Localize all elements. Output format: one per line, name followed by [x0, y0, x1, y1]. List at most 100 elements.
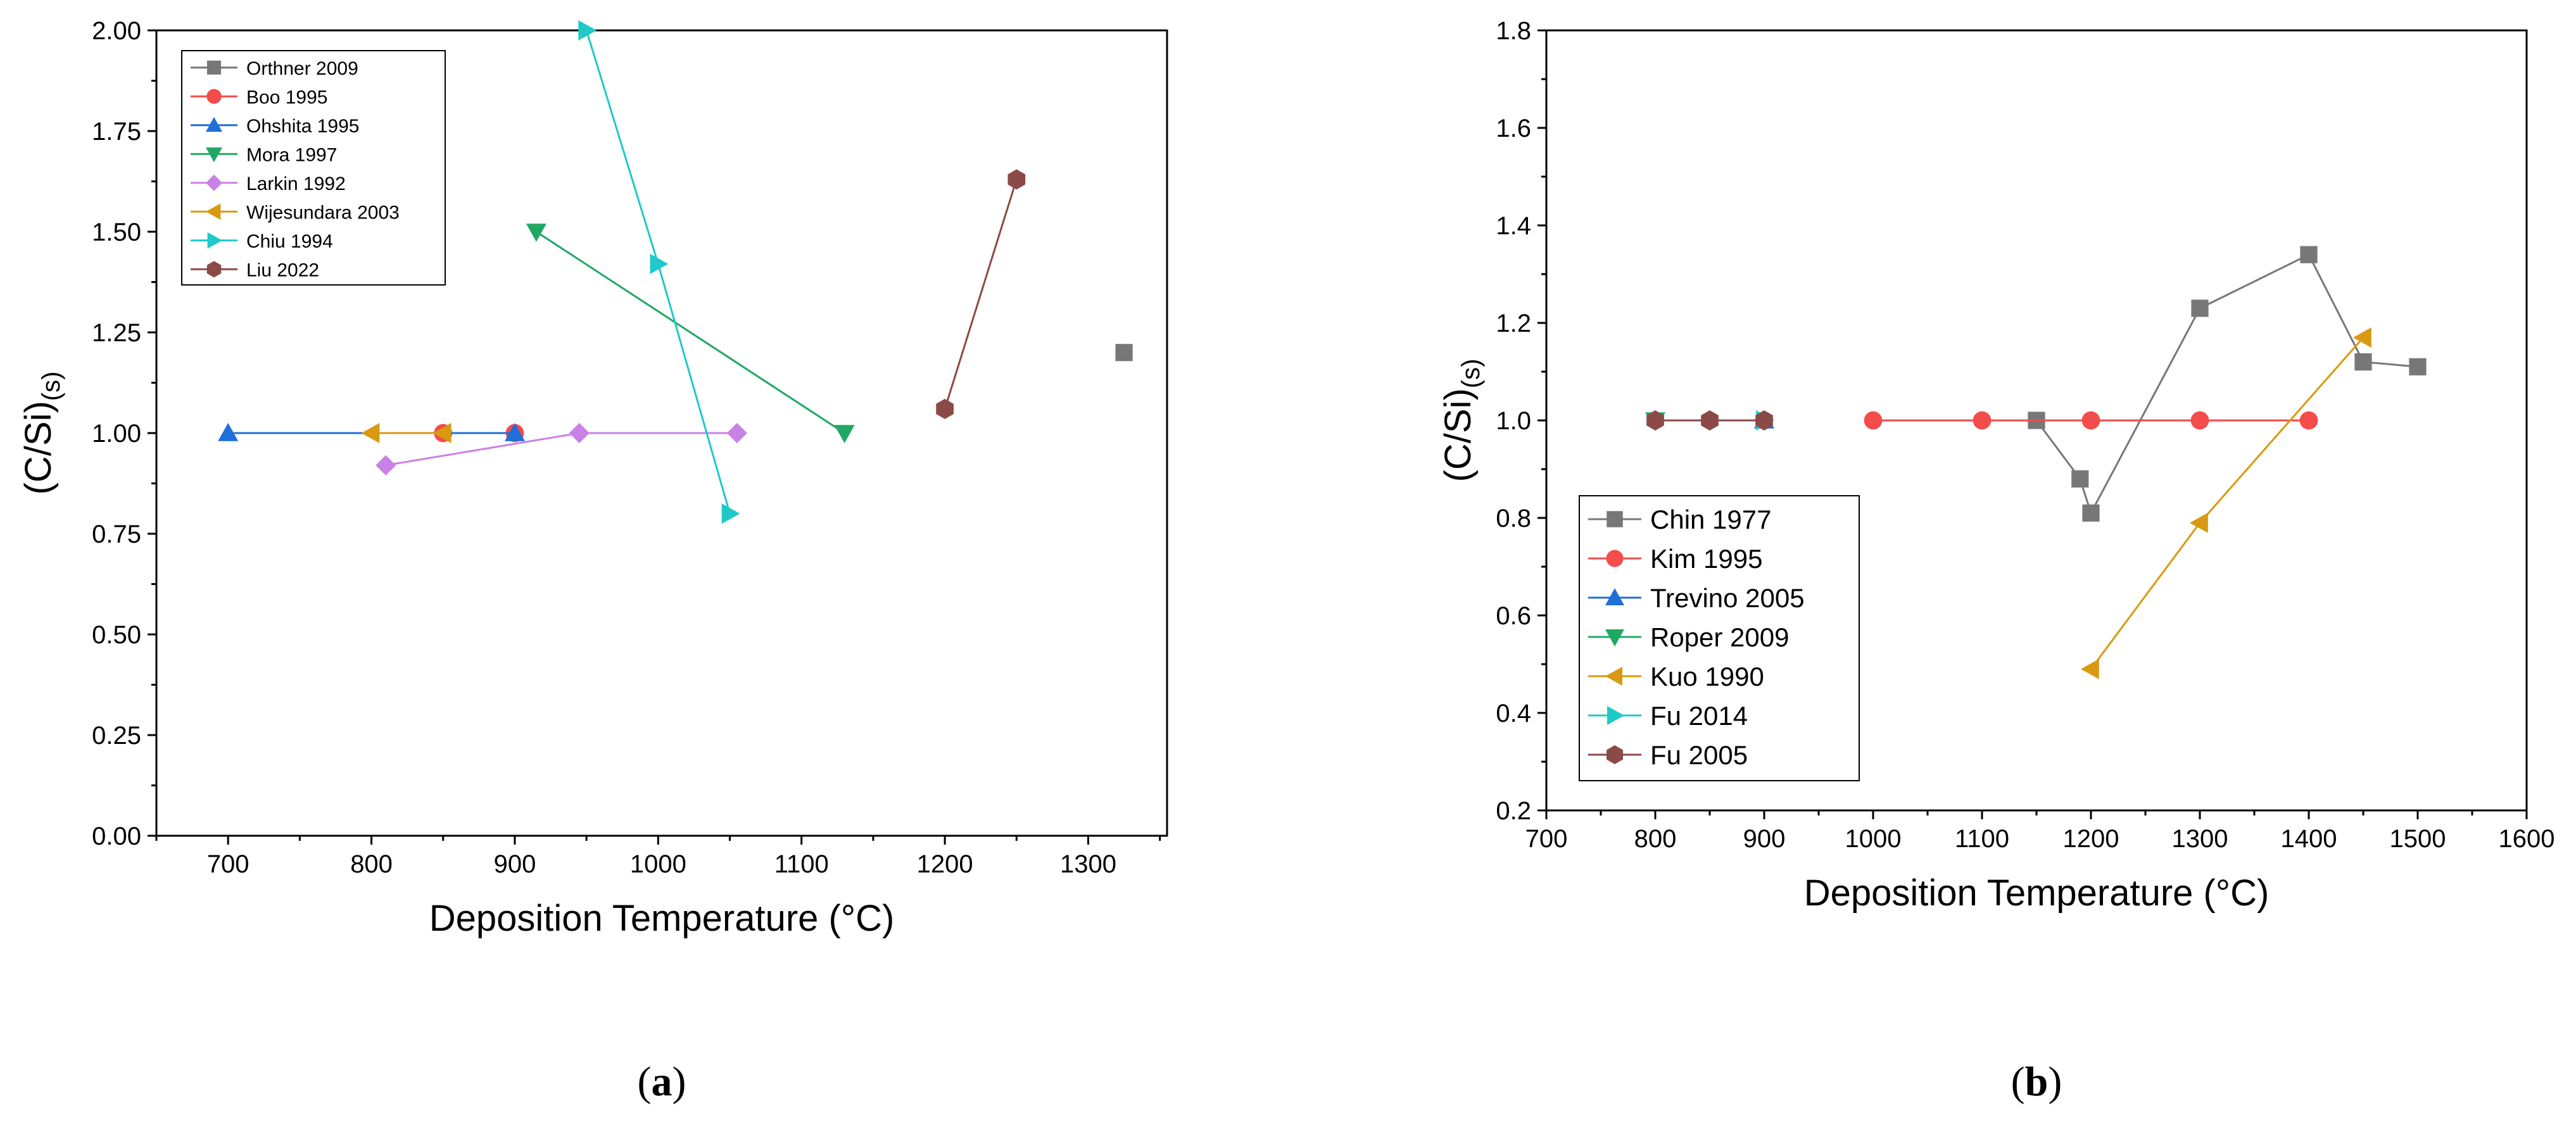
- y-tick-label: 1.0: [1496, 407, 1531, 435]
- x-tick-label: 1300: [1060, 850, 1116, 878]
- legend-label: Fu 2005: [1650, 740, 1748, 770]
- legend-marker: [1607, 706, 1624, 725]
- panel-label-part: b: [2025, 1059, 2049, 1105]
- legend-item: Larkin 1992: [191, 173, 346, 194]
- data-point: [2299, 411, 2318, 430]
- legend-item: Fu 2014: [1588, 701, 1748, 731]
- y-tick-label: 1.8: [1496, 17, 1531, 45]
- data-point: [1755, 410, 1773, 431]
- x-axis-title: Deposition Temperature (°C): [429, 898, 895, 939]
- legend-marker: [206, 116, 222, 132]
- panel-label-part: ): [2048, 1059, 2062, 1105]
- panel-b-chart: 700 800 900 1000 1100 1200 1300 1400 1500 1600 0.2…: [1437, 17, 2554, 1105]
- legend-label: Ohshita 1995: [246, 116, 359, 137]
- series-liu-2022: [936, 169, 1026, 419]
- legend-label: Roper 2009: [1650, 622, 1790, 652]
- legend-marker: [1605, 588, 1624, 605]
- legend-item: Fu 2005: [1588, 740, 1748, 770]
- legend-item: Orthner 2009: [191, 58, 358, 79]
- series-chin-1977: [2028, 246, 2427, 522]
- legend-item: Kuo 1990: [1588, 662, 1764, 691]
- data-point: [721, 503, 740, 524]
- panel-label-part: ): [672, 1059, 686, 1105]
- legend-label: Kuo 1990: [1650, 662, 1764, 691]
- legend-marker: [1605, 667, 1622, 686]
- y-tick-label: 0.6: [1496, 602, 1531, 630]
- legend-box: [181, 50, 446, 286]
- legend: Chin 1977 Kim 1995 Trevino 2005 Roper 2009 K…: [1579, 495, 1860, 781]
- legend-item: Kim 1995: [1588, 544, 1762, 574]
- legend-box: [1579, 495, 1860, 781]
- y-tick-label: 0.8: [1496, 505, 1531, 532]
- y-tick-label: 1.2: [1496, 310, 1531, 337]
- x-tick-label: 1000: [630, 850, 686, 878]
- y-axis-title: (C/Si)(s): [18, 372, 65, 495]
- data-point: [2300, 246, 2318, 263]
- data-point: [526, 224, 546, 242]
- y-tick-label: 0.25: [92, 722, 141, 750]
- data-point: [376, 455, 396, 475]
- series-line: [585, 30, 731, 514]
- legend: Orthner 2009 Boo 1995 Ohshita 1995 Mora 199…: [181, 50, 446, 286]
- legend-label: Larkin 1992: [246, 173, 346, 194]
- x-tick-label: 1100: [1955, 825, 2009, 853]
- series-line: [2035, 253, 2418, 516]
- y-axis-title-subscript: (s): [1457, 359, 1485, 389]
- legend-label: Wijesundara 2003: [246, 202, 400, 223]
- legend-marker: [206, 89, 222, 104]
- panel-label: (b): [2011, 1059, 2062, 1105]
- legend-item: Chiu 1994: [191, 231, 333, 252]
- data-point: [361, 423, 380, 443]
- data-point: [650, 253, 669, 274]
- y-tick-label: 1.6: [1496, 115, 1531, 142]
- y-tick-label: 1.00: [92, 420, 141, 448]
- panel-a-chart: 700 800 900 1000 1100 1200 1300 0.00 0.25 0.50 0.7…: [18, 17, 1168, 1105]
- x-tick-label: 800: [350, 850, 393, 878]
- data-point: [1007, 169, 1026, 190]
- legend-label: Mora 1997: [246, 144, 337, 165]
- legend-label: Chiu 1994: [246, 231, 333, 252]
- y-tick-label: 1.4: [1496, 212, 1531, 240]
- y-tick-label: 0.4: [1496, 700, 1531, 727]
- data-point: [504, 423, 525, 441]
- y-axis-title: (C/Si)(s): [1437, 359, 1485, 482]
- data-point: [834, 425, 855, 443]
- data-point: [1646, 410, 1664, 431]
- legend-item: Chin 1977: [1588, 505, 1771, 534]
- legend-label: Liu 2022: [246, 260, 319, 280]
- legend-label: Chin 1977: [1650, 505, 1771, 534]
- x-tick-label: 800: [1634, 825, 1677, 853]
- x-tick-label: 700: [207, 850, 249, 878]
- x-tick-label: 1500: [2390, 825, 2446, 853]
- legend-item: Boo 1995: [191, 87, 327, 108]
- series-kuo-1990: [2081, 327, 2371, 679]
- data-point: [2190, 512, 2208, 533]
- y-axis-title-subscript: (s): [37, 372, 65, 401]
- legend-marker: [206, 203, 221, 220]
- x-tick-label: 1200: [917, 850, 973, 878]
- legend-item: Liu 2022: [191, 260, 319, 280]
- data-point: [2353, 327, 2371, 348]
- y-tick-label: 1.75: [92, 118, 141, 146]
- data-point: [1973, 411, 1992, 430]
- data-point: [2191, 299, 2209, 317]
- series-orthner-2009: [1115, 344, 1133, 362]
- y-tick-label: 2.00: [92, 17, 141, 45]
- legend-marker: [206, 60, 222, 75]
- x-tick-label: 1100: [774, 850, 829, 878]
- legend-marker: [1606, 550, 1624, 567]
- data-point: [1115, 344, 1133, 362]
- data-point: [569, 423, 590, 443]
- legend-item: Trevino 2005: [1588, 583, 1805, 613]
- data-point: [2081, 658, 2099, 679]
- legend-marker: [1607, 745, 1623, 764]
- data-point: [2409, 358, 2427, 375]
- data-point: [1864, 411, 1883, 430]
- x-tick-label: 1200: [2063, 825, 2119, 853]
- y-tick-label: 0.00: [92, 822, 141, 850]
- x-tick-label: 700: [1525, 825, 1568, 853]
- series-wijesundara-2003: [361, 423, 451, 443]
- data-point: [2081, 411, 2100, 430]
- data-point: [1701, 410, 1719, 431]
- y-tick-label: 0.2: [1496, 797, 1531, 825]
